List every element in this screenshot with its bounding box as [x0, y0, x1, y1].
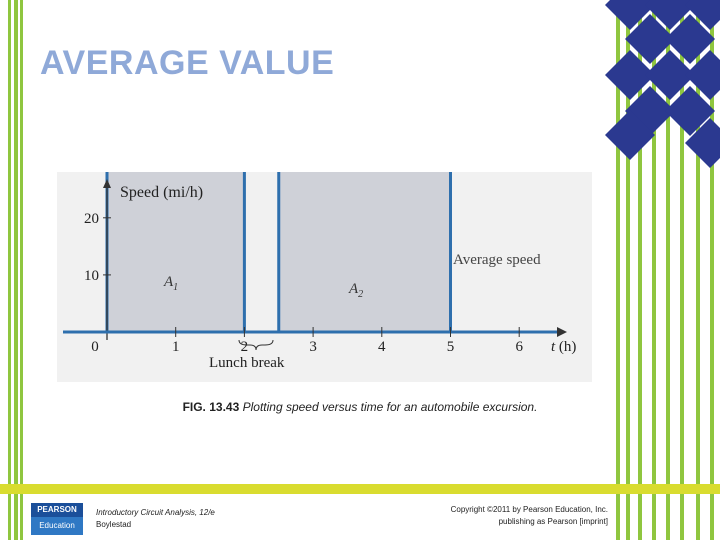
book-info: Introductory Circuit Analysis, 12/e Boyl… — [96, 507, 215, 531]
x-tick-label-1: 1 — [172, 339, 180, 355]
diamond-2 — [645, 0, 695, 30]
y-axis-arrow — [103, 179, 111, 188]
area-region-2 — [278, 46, 451, 332]
logo-top-text: PEARSON — [31, 503, 83, 517]
decorative-diamonds — [605, 0, 720, 168]
right-stripe-3 — [638, 0, 642, 540]
average-speed-label: Average speed — [453, 252, 541, 268]
y-tick-label-10: 10 — [84, 268, 99, 284]
y-axis-label: Speed (mi/h) — [120, 184, 203, 201]
diamond-10 — [665, 86, 715, 136]
x-tick-label-6: 6 — [515, 339, 523, 355]
diamond-3 — [685, 0, 720, 30]
book-author: Boylestad — [96, 520, 132, 529]
area-2-label: A2 — [348, 281, 363, 300]
diamond-5 — [665, 14, 715, 64]
y-tick-label-20: 20 — [84, 211, 99, 227]
area-1-label: A1 — [163, 274, 178, 293]
left-stripe-2 — [14, 0, 18, 540]
x-tick-label-2: 2 — [241, 339, 249, 355]
footer-bar — [0, 484, 720, 494]
diamond-4 — [625, 14, 675, 64]
lunch-break-label: Lunch break — [209, 355, 285, 371]
lunch-brace — [238, 339, 274, 351]
figure-number: FIG. 13.43 — [182, 400, 240, 414]
right-stripe-6 — [680, 0, 684, 540]
x-axis-unit: (h) — [559, 339, 577, 355]
diamond-6 — [605, 50, 655, 100]
diamond-7 — [645, 50, 695, 100]
diamond-12 — [685, 118, 720, 168]
diamond-1 — [605, 0, 655, 30]
right-stripe-4 — [652, 0, 656, 540]
copyright-line-2: publishing as Pearson [imprint] — [498, 517, 608, 526]
x-tick-label-5: 5 — [447, 339, 455, 355]
x-axis-variable: t — [551, 339, 559, 355]
copyright-line-1: Copyright ©2011 by Pearson Education, In… — [450, 505, 608, 514]
x-tick-label-0: 0 — [91, 339, 99, 355]
diamond-8 — [685, 50, 720, 100]
pearson-logo: PEARSON Education — [31, 503, 83, 535]
x-tick-label-3: 3 — [309, 339, 317, 355]
x-tick-label-4: 4 — [378, 339, 386, 355]
diamond-11 — [605, 110, 655, 160]
copyright-notice: Copyright ©2011 by Pearson Education, In… — [451, 504, 608, 528]
right-stripe-7 — [696, 0, 700, 540]
figure-caption: FIG. 13.43 Plotting speed versus time fo… — [0, 400, 720, 414]
logo-bottom-text: Education — [31, 517, 83, 535]
right-stripe-1 — [616, 0, 620, 540]
x-axis-arrow — [557, 327, 567, 337]
right-stripe-8 — [710, 0, 714, 540]
right-stripe-5 — [666, 0, 670, 540]
book-title: Introductory Circuit Analysis, 12/e — [96, 508, 215, 517]
figure-panel: 102030405060700123456 Speed (mi/h) t (h)… — [57, 0, 592, 382]
speed-time-chart: 102030405060700123456 Speed (mi/h) t (h)… — [63, 0, 576, 371]
slide-title: AVERAGE VALUE — [40, 44, 335, 82]
right-stripe-2 — [626, 0, 630, 540]
left-stripe-3 — [20, 0, 23, 540]
figure-description: Plotting speed versus time for an automo… — [239, 400, 538, 414]
x-axis-label: t (h) — [551, 339, 576, 355]
left-stripe-1 — [8, 0, 11, 540]
